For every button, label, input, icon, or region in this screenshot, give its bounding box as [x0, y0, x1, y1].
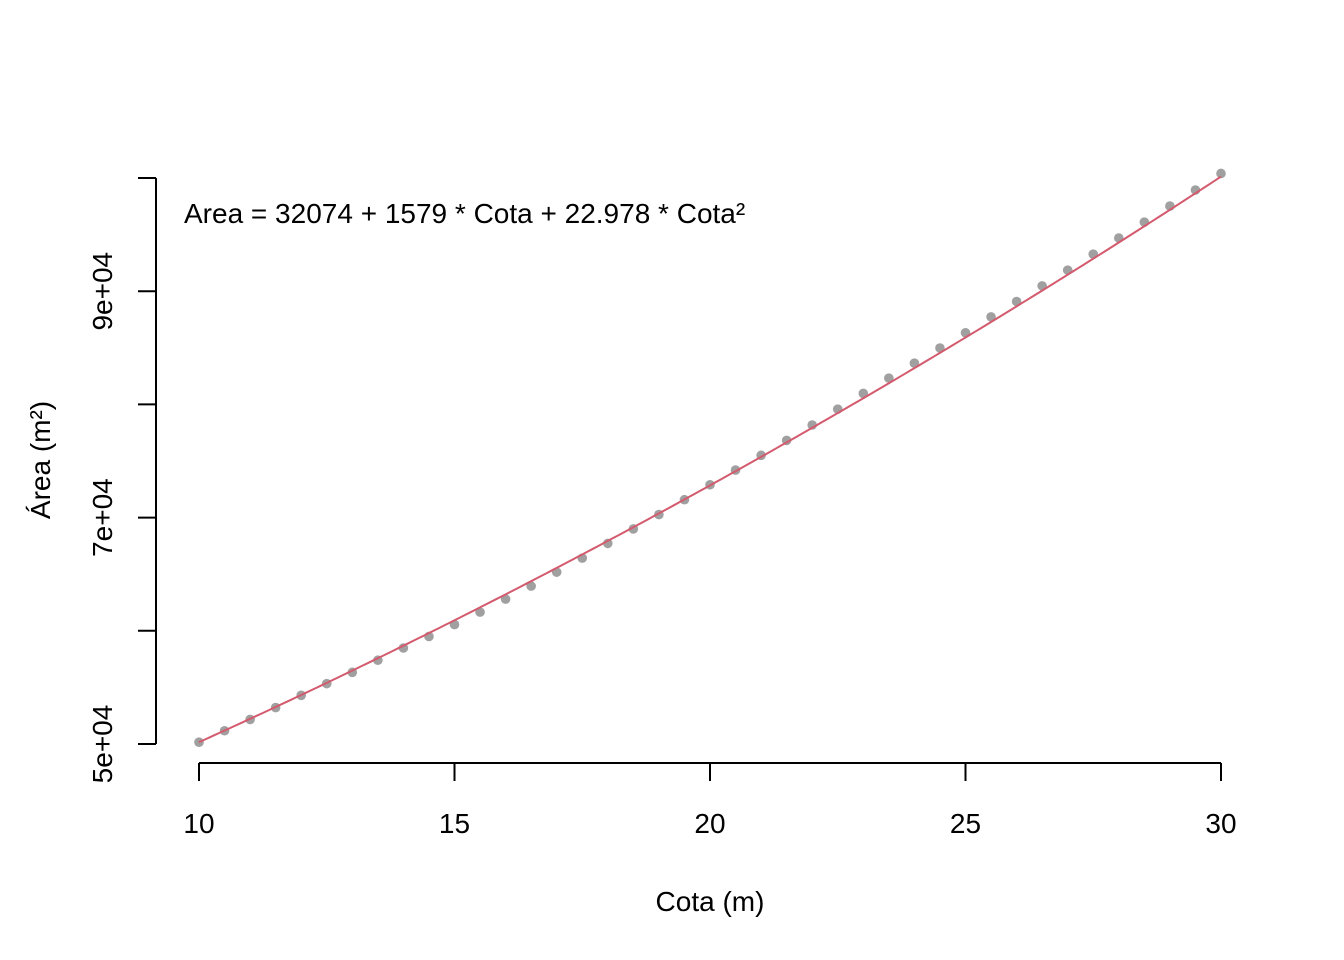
y-tick-label: 9e+04 [87, 252, 118, 331]
fit-line [198, 175, 1222, 744]
plot-area [194, 168, 1226, 747]
x-tick-label: 25 [950, 808, 981, 839]
y-tick-label: 7e+04 [87, 478, 118, 557]
data-point [603, 538, 613, 549]
y-axis: 5e+04 7e+04 9e+04 [87, 177, 157, 784]
y-tick-label: 5e+04 [87, 705, 118, 784]
regression-equation: Area = 32074 + 1579 * Cota + 22.978 * Co… [184, 198, 745, 229]
x-axis: 10 15 20 25 30 [183, 762, 1237, 839]
data-point [986, 312, 996, 322]
data-point [884, 373, 894, 383]
x-tick-label: 15 [439, 808, 470, 839]
x-tick-label: 20 [694, 808, 725, 839]
x-tick-label: 10 [183, 808, 214, 839]
x-tick-label: 30 [1205, 808, 1236, 839]
data-point [526, 581, 536, 591]
data-point [194, 737, 204, 747]
y-axis-title: Área (m²) [25, 401, 56, 519]
data-point [1216, 168, 1226, 179]
data-point [475, 607, 485, 617]
x-axis-title: Cota (m) [656, 886, 765, 917]
data-point [500, 594, 511, 604]
